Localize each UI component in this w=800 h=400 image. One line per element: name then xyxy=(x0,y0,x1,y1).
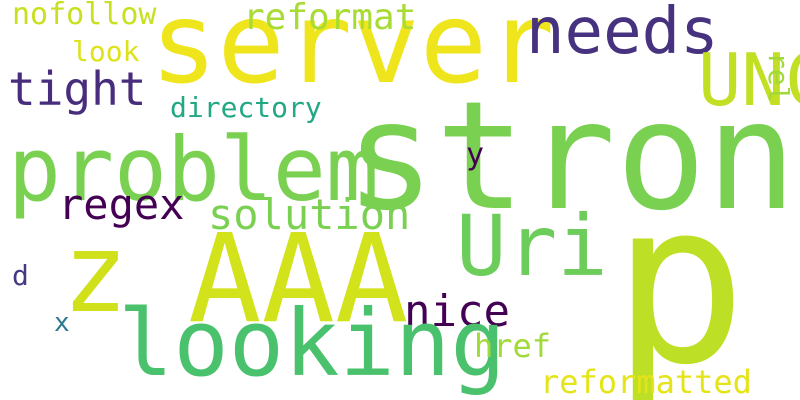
word-y: y xyxy=(466,137,485,172)
word-nofollow: nofollow xyxy=(12,0,157,32)
word-solution: solution xyxy=(208,190,411,239)
word-rel: rel xyxy=(762,52,795,103)
word-reformatted: reformatted xyxy=(540,363,752,400)
word-regex: regex xyxy=(58,180,185,229)
word-x: x xyxy=(54,308,70,338)
word-directory: directory xyxy=(170,91,322,124)
word-unc: UNC xyxy=(698,38,800,122)
word-strong: strong xyxy=(345,70,800,244)
word-look: look xyxy=(72,35,140,68)
word-uri: Uri xyxy=(456,197,608,295)
word-p: p xyxy=(612,153,747,400)
word-problem: problem xyxy=(8,118,379,221)
word-reformat: reformat xyxy=(243,0,417,38)
word-tight: tight xyxy=(8,62,147,116)
word-needs: needs xyxy=(526,0,719,69)
word-looking: looking xyxy=(118,290,506,397)
word-server: server xyxy=(150,0,555,109)
word-aaa: AAA xyxy=(188,208,409,350)
word-href: href xyxy=(474,327,552,365)
word-d: d xyxy=(12,259,29,292)
word-z: z xyxy=(62,209,129,337)
word-nice: nice xyxy=(404,286,510,337)
